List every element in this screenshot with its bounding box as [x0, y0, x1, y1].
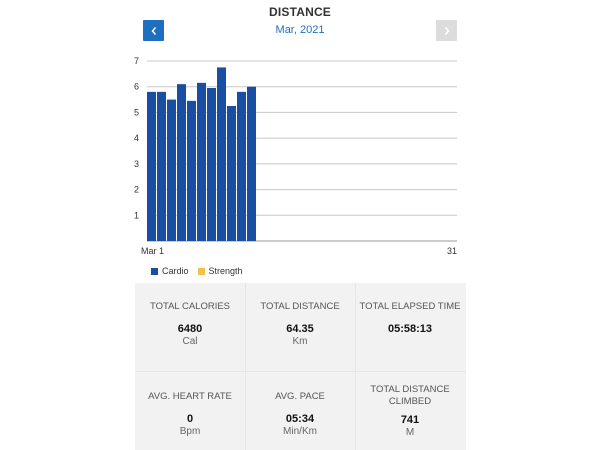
legend-label-cardio: Cardio	[162, 266, 189, 276]
bar-cardio	[217, 67, 226, 241]
y-tick-label: 3	[134, 159, 139, 169]
legend-label-strength: Strength	[208, 266, 243, 276]
stat-value: 0	[186, 413, 194, 425]
legend-item-strength: Strength	[197, 266, 243, 276]
stat-value: 05:34	[285, 413, 315, 425]
bar-cardio	[157, 91, 166, 241]
bar-cardio	[207, 88, 216, 241]
bar-cardio	[167, 99, 176, 241]
divider	[135, 371, 466, 372]
bar-cardio	[177, 84, 186, 241]
period-label: Mar, 2021	[275, 24, 325, 36]
y-tick-label: 1	[134, 210, 139, 220]
divider	[245, 283, 246, 450]
stat-value: 64.35	[286, 323, 314, 335]
divider	[355, 283, 356, 450]
stat-value: 6480	[177, 323, 203, 335]
stat-label: TOTAL ELAPSED TIME	[359, 301, 461, 312]
stat-label: AVG. HEART RATE	[148, 391, 232, 402]
distance-chart: 1 2 3 4 5 6 7 Mar 1 31	[134, 56, 457, 256]
y-tick-label: 4	[134, 133, 139, 143]
bar-cardio	[247, 86, 256, 241]
next-month-button[interactable]	[436, 20, 457, 41]
stat-avg-heart-rate: AVG. HEART RATE 0 Bpm	[135, 391, 245, 437]
stat-total-distance-climbed: TOTAL DISTANCE CLIMBED 741 M	[355, 384, 465, 438]
chart-legend: Cardio Strength	[151, 266, 252, 276]
y-tick-label: 7	[134, 56, 139, 66]
bar-cardio	[147, 91, 156, 241]
y-tick-label: 5	[134, 107, 139, 117]
stat-unit: Bpm	[179, 426, 201, 437]
stat-label: TOTAL DISTANCE CLIMBED	[370, 384, 450, 407]
stat-value: 741	[400, 414, 420, 426]
stat-label: TOTAL CALORIES	[149, 301, 231, 312]
stat-label: AVG. PACE	[275, 391, 325, 402]
stat-label: TOTAL DISTANCE	[260, 301, 340, 312]
bar-cardio	[237, 91, 246, 241]
stat-avg-pace: AVG. PACE 05:34 Min/Km	[245, 391, 355, 437]
chevron-left-icon	[150, 26, 156, 35]
stat-unit: Cal	[182, 336, 198, 347]
stat-total-elapsed-time: TOTAL ELAPSED TIME 05:58:13	[355, 301, 465, 336]
stat-value: 05:58:13	[387, 323, 433, 335]
x-tick-label-end: 31	[447, 246, 457, 256]
chevron-right-icon	[444, 26, 450, 35]
stat-unit: M	[405, 427, 415, 438]
bar-cardio	[227, 106, 236, 241]
bar-cardio	[187, 100, 196, 241]
stat-unit: Km	[292, 336, 308, 347]
page-title: DISTANCE	[268, 5, 332, 19]
y-tick-label: 2	[134, 185, 139, 195]
y-tick-label: 6	[134, 82, 139, 92]
previous-month-button[interactable]	[143, 20, 164, 41]
legend-swatch-cardio	[151, 267, 158, 275]
bar-cardio	[197, 82, 206, 241]
stat-total-calories: TOTAL CALORIES 6480 Cal	[135, 301, 245, 347]
legend-item-cardio: Cardio	[151, 266, 189, 276]
stat-total-distance: TOTAL DISTANCE 64.35 Km	[245, 301, 355, 347]
stats-panel: TOTAL CALORIES 6480 Cal TOTAL DISTANCE 6…	[135, 283, 466, 450]
legend-swatch-strength	[197, 267, 205, 275]
stat-unit: Min/Km	[283, 426, 317, 437]
x-tick-label-start: Mar 1	[141, 246, 164, 256]
